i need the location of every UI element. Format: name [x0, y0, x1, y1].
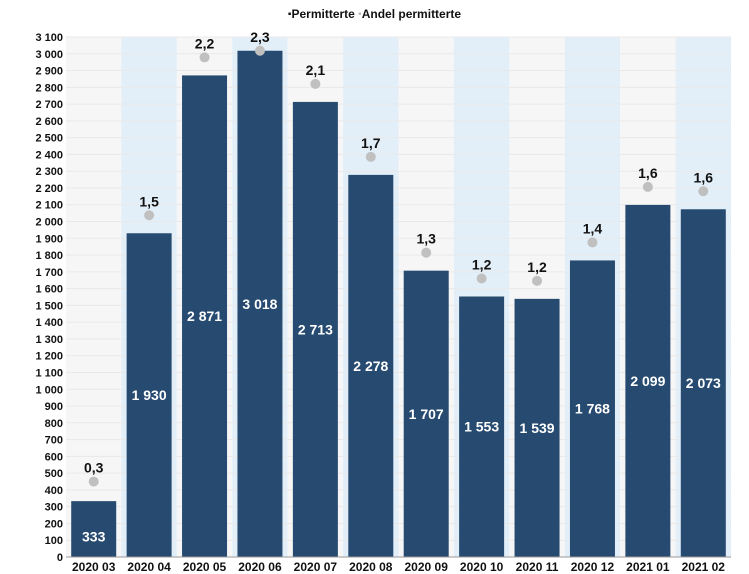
- x-tick-label: 2020 09: [405, 560, 449, 574]
- bar-value-label: 2 871: [187, 308, 222, 324]
- y-tick-label: 2 200: [35, 183, 63, 195]
- x-tick-label: 2020 08: [349, 560, 393, 574]
- legend-marker-andel: ▪: [358, 9, 362, 20]
- bar: [71, 501, 117, 557]
- legend-entry-andel: Andel permitterte: [361, 7, 462, 21]
- x-tick-label: 2020 12: [571, 560, 615, 574]
- bar-value-label: 3 018: [242, 296, 277, 312]
- y-tick-label: 1 000: [35, 384, 63, 396]
- share-marker: [642, 181, 653, 192]
- share-label: 1,4: [583, 220, 603, 236]
- y-tick-label: 2 400: [35, 149, 63, 161]
- share-label: 1,2: [527, 259, 547, 275]
- bar: [625, 204, 671, 558]
- share-marker: [88, 476, 99, 487]
- bar-value-label: 333: [82, 528, 106, 544]
- y-tick-label: 0: [57, 552, 63, 564]
- bar-value-label: 2 073: [686, 375, 721, 391]
- share-label: 2,3: [250, 29, 270, 45]
- y-tick-label: 1 600: [35, 284, 63, 296]
- bar-value-label: 2 099: [630, 373, 665, 389]
- x-tick-label: 2020 05: [183, 560, 227, 574]
- y-tick-label: 1 300: [35, 334, 63, 346]
- y-tick-label: 2 800: [35, 82, 63, 94]
- share-marker: [532, 275, 543, 286]
- y-tick-label: 900: [45, 401, 63, 413]
- y-tick-label: 1 800: [35, 250, 63, 262]
- share-label: 0,3: [84, 460, 104, 476]
- background-band: [66, 37, 122, 557]
- y-tick-label: 1 700: [35, 267, 63, 279]
- bar: [182, 75, 228, 557]
- share-marker: [698, 186, 709, 197]
- bar-value-label: 1 768: [575, 401, 610, 417]
- y-tick-label: 1 400: [35, 317, 63, 329]
- y-tick-label: 2 100: [35, 200, 63, 212]
- bar: [569, 260, 615, 557]
- bar: [403, 270, 449, 557]
- share-marker: [310, 78, 321, 89]
- bar-value-label: 2 278: [353, 358, 388, 374]
- share-label: 1,3: [416, 231, 436, 247]
- y-tick-label: 3 000: [35, 49, 63, 61]
- share-label: 1,5: [139, 193, 159, 209]
- bar-value-label: 2 713: [298, 321, 333, 337]
- y-tick-label: 1 100: [35, 367, 63, 379]
- bar: [680, 209, 726, 557]
- y-tick-label: 1 900: [35, 233, 63, 245]
- y-tick-label: 300: [45, 502, 63, 514]
- share-marker: [144, 210, 155, 221]
- share-label: 1,7: [361, 135, 381, 151]
- legend-marker-permitterte: ▪: [287, 9, 292, 20]
- share-marker: [365, 151, 376, 162]
- y-tick-label: 200: [45, 518, 63, 530]
- y-tick-label: 700: [45, 435, 63, 447]
- y-tick-label: 2 900: [35, 66, 63, 78]
- bar: [514, 298, 560, 557]
- y-tick-label: 600: [45, 451, 63, 463]
- share-label: 1,6: [694, 169, 714, 185]
- bar-value-label: 1 707: [409, 406, 444, 422]
- y-tick-label: 2 600: [35, 116, 63, 128]
- y-tick-label: 3 100: [35, 32, 63, 44]
- x-tick-label: 2020 03: [72, 560, 116, 574]
- bar: [126, 233, 172, 558]
- share-label: 1,2: [472, 256, 492, 272]
- y-tick-label: 500: [45, 468, 63, 480]
- x-tick-label: 2020 11: [516, 560, 559, 574]
- y-tick-label: 800: [45, 418, 63, 430]
- y-tick-label: 2 300: [35, 166, 63, 178]
- x-tick-label: 2021 02: [682, 560, 726, 574]
- bar: [459, 296, 505, 557]
- bar: [292, 101, 338, 557]
- x-tick-label: 2021 01: [626, 560, 670, 574]
- share-label: 2,1: [306, 62, 326, 78]
- share-marker: [254, 45, 265, 56]
- share-marker: [587, 237, 598, 248]
- share-label: 1,6: [638, 165, 658, 181]
- y-tick-label: 1 500: [35, 300, 63, 312]
- x-tick-label: 2020 10: [460, 560, 504, 574]
- share-label: 2,2: [195, 35, 215, 51]
- y-tick-label: 1 200: [35, 351, 63, 363]
- bar-value-label: 1 930: [132, 387, 167, 403]
- share-marker: [199, 52, 210, 63]
- y-tick-label: 100: [45, 535, 63, 547]
- y-tick-label: 2 000: [35, 217, 63, 229]
- share-marker: [421, 247, 432, 258]
- bar-value-label: 1 553: [464, 419, 499, 435]
- bar-value-label: 1 539: [520, 420, 555, 436]
- y-tick-label: 400: [45, 485, 63, 497]
- y-tick-label: 2 700: [35, 99, 63, 111]
- bar: [348, 174, 394, 558]
- share-marker: [476, 273, 487, 284]
- x-tick-label: 2020 04: [127, 560, 171, 574]
- chart-legend: ▪Permitterte ▪Andel permitterte: [0, 7, 749, 21]
- bar: [237, 50, 283, 558]
- x-tick-label: 2020 06: [238, 560, 282, 574]
- x-tick-label: 2020 07: [294, 560, 338, 574]
- legend-entry-permitterte: Permitterte: [291, 7, 355, 21]
- y-tick-label: 2 500: [35, 133, 63, 145]
